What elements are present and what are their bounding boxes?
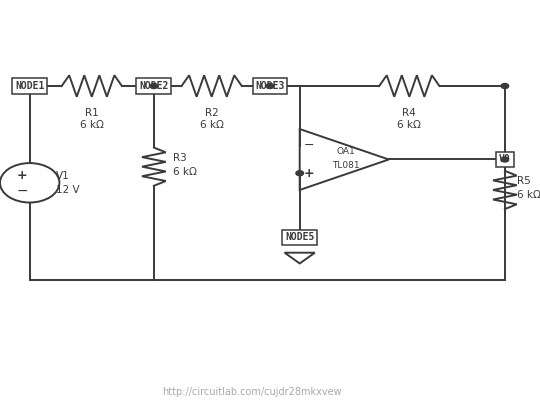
Text: OA1: OA1 — [336, 147, 355, 156]
Text: —Ο—►—LAB: —Ο—►—LAB — [12, 387, 75, 397]
Text: 6 kΩ: 6 kΩ — [173, 167, 197, 177]
Text: R3: R3 — [173, 153, 186, 163]
Text: LAB: LAB — [127, 367, 152, 380]
Circle shape — [150, 83, 158, 89]
Text: NODE1: NODE1 — [15, 81, 44, 91]
Text: +: + — [304, 167, 315, 180]
Text: V0: V0 — [499, 154, 511, 164]
Text: 6 kΩ: 6 kΩ — [200, 120, 224, 130]
Text: +: + — [17, 169, 28, 182]
Text: http://circuitlab.com/cujdr28mkxvew: http://circuitlab.com/cujdr28mkxvew — [162, 387, 342, 397]
Text: −: − — [16, 184, 28, 198]
Text: NODE2: NODE2 — [139, 81, 168, 91]
Text: −: − — [304, 139, 315, 152]
Text: R4: R4 — [402, 108, 416, 118]
Circle shape — [266, 83, 274, 89]
Text: R1: R1 — [85, 108, 99, 118]
Text: TL081: TL081 — [332, 162, 360, 171]
Circle shape — [296, 171, 303, 176]
Circle shape — [501, 83, 509, 89]
Text: R2: R2 — [205, 108, 219, 118]
Text: R5: R5 — [517, 176, 530, 186]
Text: Arturo208 / Circuit Simulation Project Part 1: Arturo208 / Circuit Simulation Project P… — [162, 368, 439, 378]
Text: 6 kΩ: 6 kΩ — [517, 190, 540, 200]
Text: 6 kΩ: 6 kΩ — [397, 120, 421, 130]
Text: V1: V1 — [56, 171, 69, 181]
Text: 6 kΩ: 6 kΩ — [80, 120, 104, 130]
Text: 12 V: 12 V — [56, 185, 79, 195]
Circle shape — [501, 157, 509, 162]
Text: CIRCUIT: CIRCUIT — [12, 367, 65, 380]
Text: NODE3: NODE3 — [255, 81, 285, 91]
Text: NODE5: NODE5 — [285, 232, 314, 242]
